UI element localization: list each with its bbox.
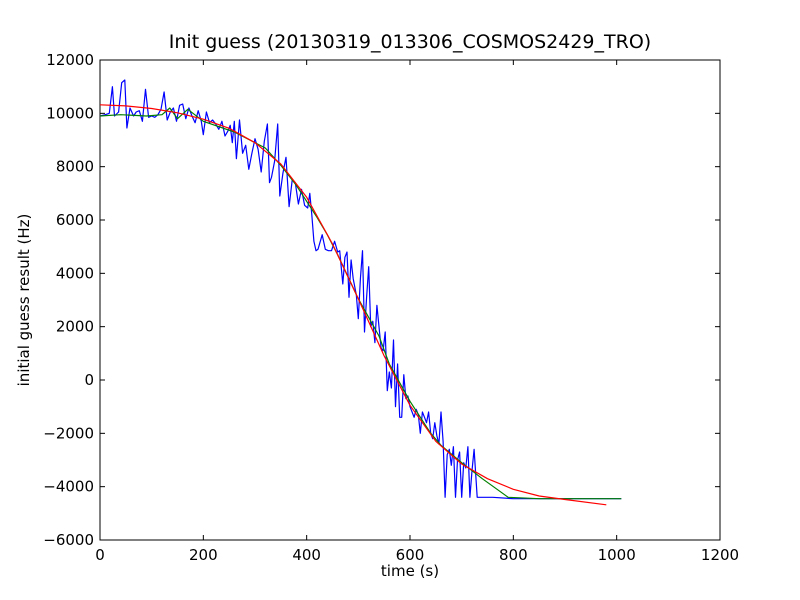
y-tick-label: 6000 <box>56 211 94 229</box>
y-axis: −6000 −4000 −2000 0 2000 4000 6000 8000 10000 120… <box>43 51 720 549</box>
x-axis-label: time (s) <box>381 562 439 580</box>
x-tick-label: 0 <box>95 546 105 564</box>
x-tick-label: 800 <box>499 546 528 564</box>
x-axis: 0 200 400 600 800 1000 1200 <box>95 60 739 564</box>
chart-title: Init guess (20130319_013306_COSMOS2429_T… <box>169 31 651 53</box>
x-tick-label: 400 <box>292 546 321 564</box>
y-tick-label: −6000 <box>43 531 94 549</box>
y-axis-label: initial guess result (Hz) <box>15 214 33 387</box>
y-tick-label: 10000 <box>46 104 94 122</box>
y-tick-label: 4000 <box>56 264 94 282</box>
series-line-3 <box>99 104 607 506</box>
y-tick-label: 2000 <box>56 318 94 336</box>
y-tick-label: 12000 <box>46 51 94 69</box>
y-tick-label: 8000 <box>56 158 94 176</box>
plot-area <box>99 59 721 541</box>
series-line-1 <box>99 79 622 500</box>
y-tick-label: −2000 <box>43 424 94 442</box>
y-tick-label: 0 <box>84 371 94 389</box>
x-tick-label: 200 <box>189 546 218 564</box>
x-tick-label: 1000 <box>598 546 636 564</box>
series-layer <box>99 79 622 506</box>
x-tick-label: 600 <box>396 546 425 564</box>
x-tick-label: 1200 <box>701 546 739 564</box>
y-tick-label: −4000 <box>43 478 94 496</box>
